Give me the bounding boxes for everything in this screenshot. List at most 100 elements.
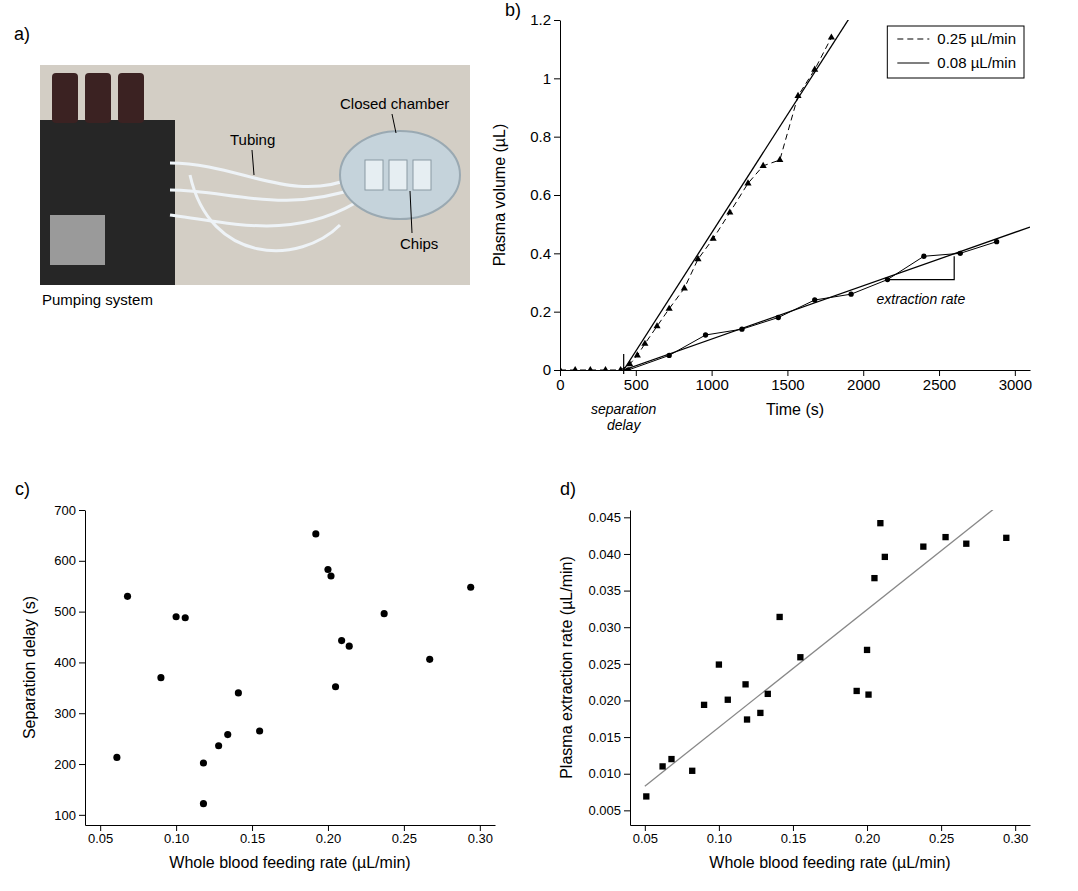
data-point bbox=[765, 691, 771, 697]
data-point bbox=[757, 710, 763, 716]
reservoir bbox=[52, 73, 78, 123]
tick-mark bbox=[624, 774, 630, 775]
tick: 2500 bbox=[923, 370, 956, 393]
tick-label: 0 bbox=[543, 361, 551, 378]
tick: 0.05 bbox=[633, 825, 658, 846]
series-line bbox=[560, 38, 831, 371]
tick-mark bbox=[624, 517, 630, 518]
tick-label: 0.10 bbox=[164, 831, 189, 846]
data-point bbox=[641, 340, 648, 346]
tick: 700 bbox=[54, 503, 85, 518]
data-point bbox=[739, 327, 744, 332]
tick-mark bbox=[79, 662, 85, 663]
tick: 600 bbox=[54, 553, 85, 568]
tick: 0.010 bbox=[588, 766, 630, 781]
reservoir bbox=[85, 73, 111, 123]
data-point bbox=[560, 366, 564, 370]
tick-mark bbox=[554, 78, 560, 79]
data-point bbox=[828, 33, 835, 39]
legend-swatch bbox=[897, 38, 929, 39]
tick: 0.25 bbox=[929, 825, 954, 846]
panel-letter: b) bbox=[505, 0, 521, 20]
data-point bbox=[725, 697, 731, 703]
data-point bbox=[426, 656, 433, 663]
y-axis: 0.0050.0100.0150.0200.0250.0300.0350.040… bbox=[588, 510, 630, 826]
tick-label: 0.10 bbox=[707, 831, 732, 846]
tick-mark bbox=[1015, 825, 1016, 831]
data-point bbox=[689, 768, 695, 774]
tick-label: 0.30 bbox=[468, 831, 493, 846]
axis-line bbox=[86, 825, 496, 826]
tick-mark bbox=[554, 137, 560, 138]
legend-box bbox=[887, 26, 1024, 78]
tick-label: 0.6 bbox=[530, 186, 551, 203]
tick-label: 0.045 bbox=[588, 510, 621, 525]
tick-label: 0.2 bbox=[530, 303, 551, 320]
x-axis-title: Whole blood feeding rate (µL/min) bbox=[709, 854, 950, 871]
data-point bbox=[653, 322, 660, 328]
data-point bbox=[381, 610, 388, 617]
data-point bbox=[776, 156, 783, 162]
photo-background bbox=[40, 65, 470, 285]
data-point bbox=[224, 731, 231, 738]
chart: 05001000150020002500300000.20.40.60.811.… bbox=[491, 8, 1032, 433]
legend: 0.25 µL/min0.08 µL/min bbox=[887, 26, 1024, 78]
tick-label: 1.2 bbox=[530, 11, 551, 28]
data-point bbox=[467, 584, 474, 591]
tick-label: 100 bbox=[54, 807, 76, 822]
tick-mark bbox=[624, 700, 630, 701]
data-point bbox=[877, 520, 883, 526]
tick-mark bbox=[941, 825, 942, 831]
tick-label: 0.05 bbox=[633, 831, 658, 846]
tick-mark bbox=[554, 195, 560, 196]
tick: 0.15 bbox=[781, 825, 806, 846]
figure-canvas: a) Closed chamberTubingChipsPumping syste… bbox=[0, 0, 1078, 891]
tick-mark bbox=[554, 312, 560, 313]
chart: 0.050.100.150.200.250.301002003004005006… bbox=[21, 503, 496, 871]
tick: 0.25 bbox=[392, 825, 417, 846]
photo: Closed chamberTubingChipsPumping system bbox=[40, 65, 470, 308]
fit-line bbox=[645, 510, 1006, 786]
tick-mark bbox=[79, 815, 85, 816]
tick-label: 0.005 bbox=[588, 803, 621, 818]
tick-label: 600 bbox=[54, 553, 76, 568]
tick-mark bbox=[624, 737, 630, 738]
data-point bbox=[634, 351, 641, 357]
panel-letter: a) bbox=[14, 24, 30, 44]
annotation-bracket bbox=[887, 256, 954, 279]
tick-mark bbox=[645, 825, 646, 831]
tick-mark bbox=[554, 253, 560, 254]
data-point bbox=[124, 593, 131, 600]
tick-label: 1500 bbox=[771, 376, 804, 393]
data-point bbox=[113, 754, 120, 761]
figure: a) Closed chamberTubingChipsPumping syste… bbox=[0, 0, 1078, 891]
fit-line bbox=[624, 20, 856, 370]
data-point bbox=[332, 683, 339, 690]
annotation: separationdelay bbox=[591, 401, 657, 433]
tick-label: 0.25 bbox=[929, 831, 954, 846]
tick: 0.020 bbox=[588, 693, 630, 708]
data-point bbox=[626, 360, 633, 366]
data-point bbox=[776, 315, 781, 320]
tick: 100 bbox=[54, 807, 85, 822]
tick-mark bbox=[554, 370, 560, 371]
tubing bbox=[170, 163, 355, 187]
data-point bbox=[742, 681, 748, 687]
pump-body bbox=[40, 120, 175, 285]
tick-label: 3000 bbox=[999, 376, 1032, 393]
tick-label: 0.015 bbox=[588, 730, 621, 745]
data-point bbox=[744, 179, 751, 185]
data-point bbox=[854, 688, 860, 694]
tick-label: 500 bbox=[624, 376, 649, 393]
data-point bbox=[760, 162, 767, 168]
data-point bbox=[602, 366, 609, 370]
tick-label: 300 bbox=[54, 706, 76, 721]
tick: 400 bbox=[54, 655, 85, 670]
leader-line bbox=[410, 191, 412, 233]
data-point bbox=[587, 366, 594, 370]
data-point bbox=[811, 65, 818, 71]
tick: 500 bbox=[54, 604, 85, 619]
tick-mark bbox=[624, 591, 630, 592]
tick-label: 0.020 bbox=[588, 693, 621, 708]
x-axis-title: Time (s) bbox=[766, 401, 824, 418]
